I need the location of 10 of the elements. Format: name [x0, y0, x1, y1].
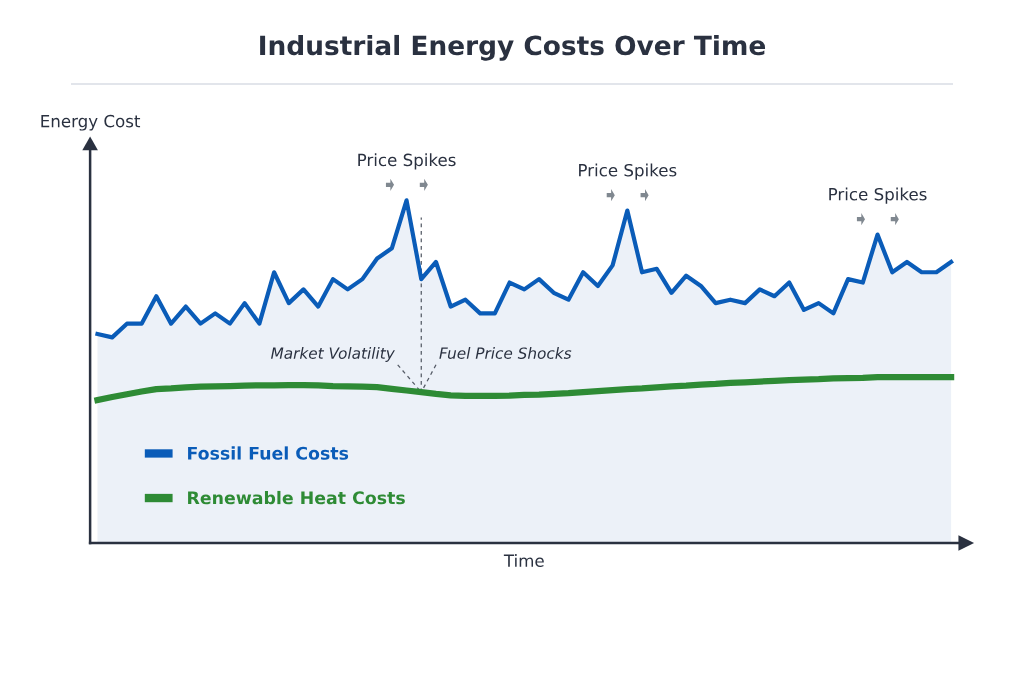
text: Price Spikes [358, 153, 456, 170]
annotation: Fuel Price Shocks [439, 347, 572, 359]
annotation: Market Volatility [271, 347, 395, 362]
chart-title: Industrial Energy Costs Over Time [260, 34, 766, 61]
legend-label: Renewable Heat Costs [188, 490, 405, 505]
annotation: Price Spikes [829, 187, 927, 204]
x-axis-title: Time [503, 554, 544, 567]
y-axis-title: Energy Cost [41, 114, 141, 131]
text: Price Spikes [579, 163, 677, 180]
legend-label: Fossil Fuel Costs [188, 446, 349, 460]
